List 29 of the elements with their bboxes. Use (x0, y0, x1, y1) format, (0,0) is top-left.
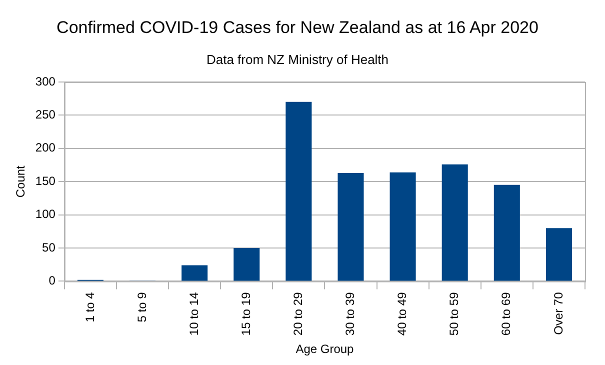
bar (442, 164, 468, 281)
x-tick-label: 30 to 39 (343, 292, 358, 336)
y-tick-label: 100 (35, 207, 56, 222)
x-tick-label: 20 to 29 (290, 292, 305, 336)
bar (286, 102, 312, 281)
x-tick-label: 5 to 9 (134, 292, 149, 322)
bar (234, 248, 260, 281)
x-tick-label: 50 to 59 (447, 292, 462, 336)
bar (494, 184, 520, 281)
bar (338, 172, 364, 281)
bar (390, 172, 416, 281)
y-axis-title: Count (14, 164, 28, 198)
x-tick-label: 40 to 49 (395, 292, 410, 336)
y-tick-label: 50 (42, 240, 56, 254)
x-tick-label: 15 to 19 (238, 292, 253, 336)
x-axis-title: Age Group (296, 342, 354, 356)
bar (182, 265, 208, 281)
y-tick-label: 150 (35, 174, 56, 188)
x-tick-label: 60 to 69 (499, 292, 514, 336)
chart-subtitle: Data from NZ Ministry of Health (206, 52, 389, 67)
x-tick-label: Over 70 (551, 292, 566, 335)
chart-title: Confirmed COVID-19 Cases for New Zealand as at 16 Apr 2020 (56, 18, 538, 37)
y-tick-label: 0 (48, 274, 56, 288)
bar (546, 228, 572, 281)
y-tick-label: 250 (35, 108, 56, 122)
y-tick-label: 200 (35, 140, 56, 155)
y-tick-label: 300 (35, 74, 56, 88)
x-tick-label: 10 to 14 (186, 292, 201, 336)
x-tick-label: 1 to 4 (82, 292, 97, 322)
